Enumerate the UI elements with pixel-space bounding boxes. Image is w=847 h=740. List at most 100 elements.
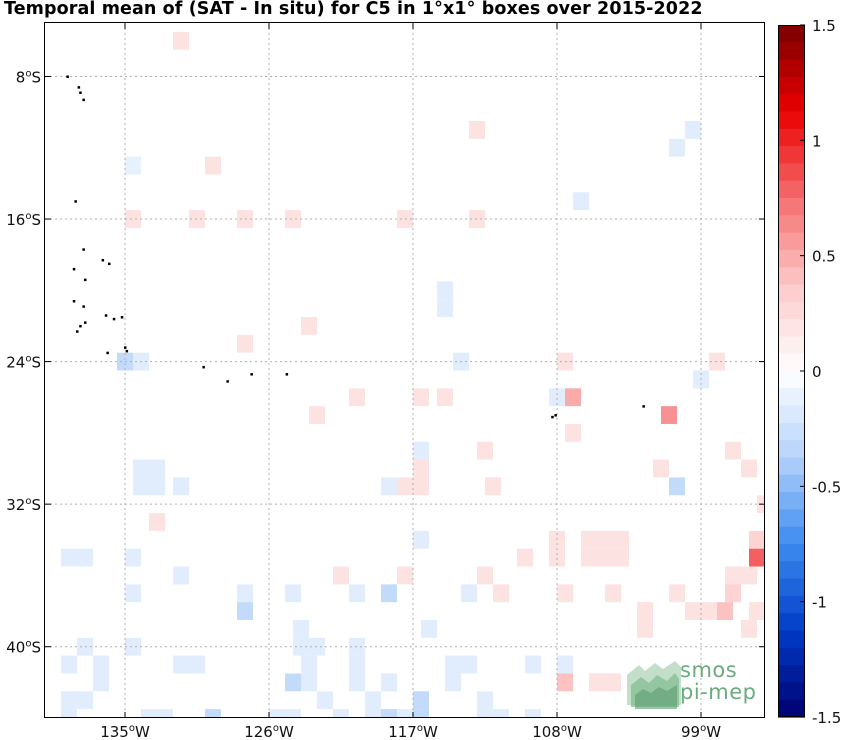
heatmap-cell (413, 388, 429, 407)
y-tick-label: 16oS (6, 211, 41, 229)
heatmap-cell (517, 548, 533, 567)
heatmap-cell (173, 477, 189, 496)
colorbar-tick-label: -1.5 (812, 709, 841, 727)
colorbar-step (778, 353, 805, 372)
heatmap-cell (125, 156, 141, 175)
colorbar-step (778, 146, 805, 164)
heatmap-cell (173, 566, 189, 585)
heatmap-cell (365, 691, 381, 710)
island-mark (66, 75, 69, 78)
colorbar-step (778, 457, 805, 476)
heatmap-cell (741, 619, 757, 638)
colorbar-step (778, 405, 805, 424)
heatmap-cell (749, 548, 765, 567)
heatmap-cell (605, 584, 621, 603)
island-mark (76, 330, 79, 333)
heatmap-cell (669, 477, 685, 496)
heatmap-cell (133, 459, 149, 478)
heatmap-cell (557, 655, 573, 674)
heatmap-cell (397, 566, 413, 585)
heatmap-cell (437, 281, 453, 300)
heatmap-cell (581, 530, 597, 549)
heatmap-cell (285, 673, 301, 692)
heatmap-cell (237, 584, 253, 603)
colorbar-step (778, 267, 805, 286)
island-mark (104, 314, 108, 317)
island-mark (112, 317, 116, 321)
heatmap-cell (349, 388, 365, 407)
heatmap-cell (237, 334, 253, 353)
heatmap-cell (685, 602, 701, 620)
heatmap-cell (421, 619, 437, 638)
data-cells (61, 31, 765, 718)
heatmap-cell (125, 548, 141, 567)
heatmap-cell (477, 691, 493, 710)
heatmap-cell (653, 459, 669, 478)
heatmap-cell (413, 441, 429, 460)
heatmap-cell (669, 138, 685, 157)
colorbar-step (778, 128, 805, 147)
heatmap-cell (189, 655, 205, 674)
heatmap-cell (669, 584, 685, 603)
colorbar-step (778, 215, 805, 234)
heatmap-cell (557, 673, 573, 692)
heatmap-cell (565, 388, 581, 407)
heatmap-cell (749, 602, 765, 620)
colorbar-step (778, 630, 805, 649)
colorbar-step (778, 232, 805, 251)
heatmap-cell (133, 477, 149, 496)
heatmap-cell (397, 709, 413, 718)
island-mark (79, 91, 82, 94)
heatmap-cell (397, 477, 413, 496)
heatmap-cell (61, 709, 77, 718)
heatmap-cell (349, 655, 365, 674)
heatmap-cell (685, 121, 701, 139)
heatmap-cell (597, 530, 613, 549)
heatmap-cell (157, 709, 173, 718)
heatmap-cell (125, 637, 141, 656)
island-mark (554, 414, 557, 417)
heatmap-cell (549, 388, 565, 407)
colorbar-step (778, 301, 805, 320)
x-tick-label: 99oW (681, 723, 721, 740)
colorbar-step (778, 613, 805, 632)
heatmap-cell (717, 602, 733, 620)
heatmap-cell (149, 513, 165, 531)
logo-text-smos: smos (680, 658, 738, 682)
chart-title: Temporal mean of (SAT - In situ) for C5 … (4, 0, 703, 19)
heatmap-cell (125, 210, 141, 228)
heatmap-cell (445, 655, 461, 674)
colorbar-step (778, 595, 805, 614)
heatmap-cell (573, 192, 589, 211)
y-tick-label: 24oS (6, 354, 41, 372)
heatmap-cell (77, 548, 93, 567)
colorbar-tick-label: -0.5 (812, 478, 841, 496)
heatmap-cell (597, 548, 613, 567)
island-mark (77, 86, 81, 89)
heatmap-cell (581, 548, 597, 567)
colorbar-step (778, 180, 805, 199)
heatmap-cell (557, 584, 573, 603)
island-mark (125, 349, 129, 353)
colorbar-step (778, 647, 805, 666)
grid-lines (45, 23, 765, 718)
island-mark (106, 351, 109, 355)
colorbar-tick-label: -1 (812, 594, 827, 612)
heatmap-cell (237, 602, 253, 620)
island-mark (226, 380, 229, 383)
heatmap-cell (525, 655, 541, 674)
island-mark (250, 373, 253, 376)
heatmap-cell (381, 673, 397, 692)
island-mark (82, 98, 85, 102)
colorbar-step (778, 388, 805, 407)
heatmap-cell (549, 548, 565, 567)
heatmap-cell (413, 709, 429, 718)
colorbar-step (778, 111, 805, 130)
island-mark (79, 324, 82, 328)
heatmap-cell (469, 121, 485, 139)
heatmap-cell (93, 655, 109, 674)
colorbar-step (778, 492, 805, 510)
island-mark (101, 259, 105, 262)
colorbar-step (778, 440, 805, 459)
colorbar-tick-label: 1.5 (812, 17, 836, 35)
